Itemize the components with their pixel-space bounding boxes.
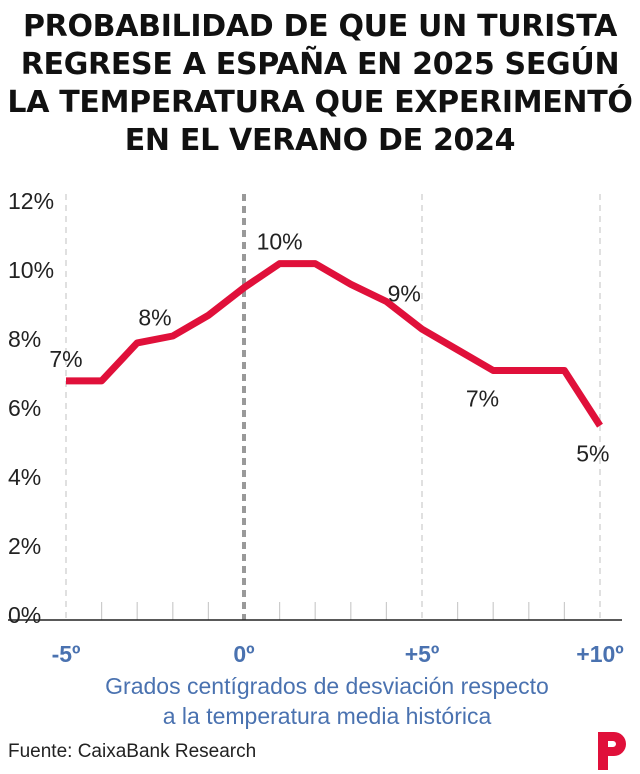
x-tick-label: +5º (405, 641, 440, 667)
x-tick-label: +10º (576, 641, 623, 667)
title-line: REGRESE A ESPAÑA EN 2025 SEGÚN (20, 47, 620, 82)
y-tick-label: 2% (8, 533, 41, 559)
y-tick-label: 10% (8, 257, 54, 283)
source-note: Fuente: CaixaBank Research (8, 741, 257, 762)
title-line: EN EL VERANO DE 2024 (124, 123, 516, 158)
data-label: 7% (466, 386, 499, 412)
grid-layer (65, 194, 601, 620)
y-tick-label: 0% (8, 602, 41, 628)
data-label: 8% (138, 304, 171, 330)
x-tick-label: -5º (52, 641, 81, 667)
title-line: PROBABILIDAD DE QUE UN TURISTA (22, 9, 618, 44)
data-label: 7% (49, 346, 82, 372)
brand-logo (598, 732, 626, 770)
series-layer (66, 260, 603, 428)
y-tick-label: 6% (8, 395, 41, 421)
series-line (66, 260, 603, 428)
axis-layer: 0% 2% 4% 6% 8% 10% 12% -5º 0º +5º +10º Grados centí… (8, 188, 624, 729)
x-tick-label: 0º (233, 641, 254, 667)
y-tick-label: 12% (8, 188, 54, 214)
data-label: 9% (388, 280, 421, 306)
title-line: LA TEMPERATURA QUE EXPERIMENTÓ (7, 85, 633, 120)
x-axis-title-line: Grados centígrados de desviación respect… (105, 673, 549, 699)
y-tick-label: 8% (8, 326, 41, 352)
y-tick-label: 4% (8, 464, 41, 490)
x-axis-title-line: a la temperatura media histórica (163, 703, 492, 729)
chart-title: PROBABILIDAD DE QUE UN TURISTA REGRESE A… (0, 8, 640, 160)
label-layer: 7% 8% 10% 9% 7% 5% (49, 229, 609, 467)
data-label: 10% (257, 229, 303, 255)
data-label: 5% (576, 441, 609, 467)
